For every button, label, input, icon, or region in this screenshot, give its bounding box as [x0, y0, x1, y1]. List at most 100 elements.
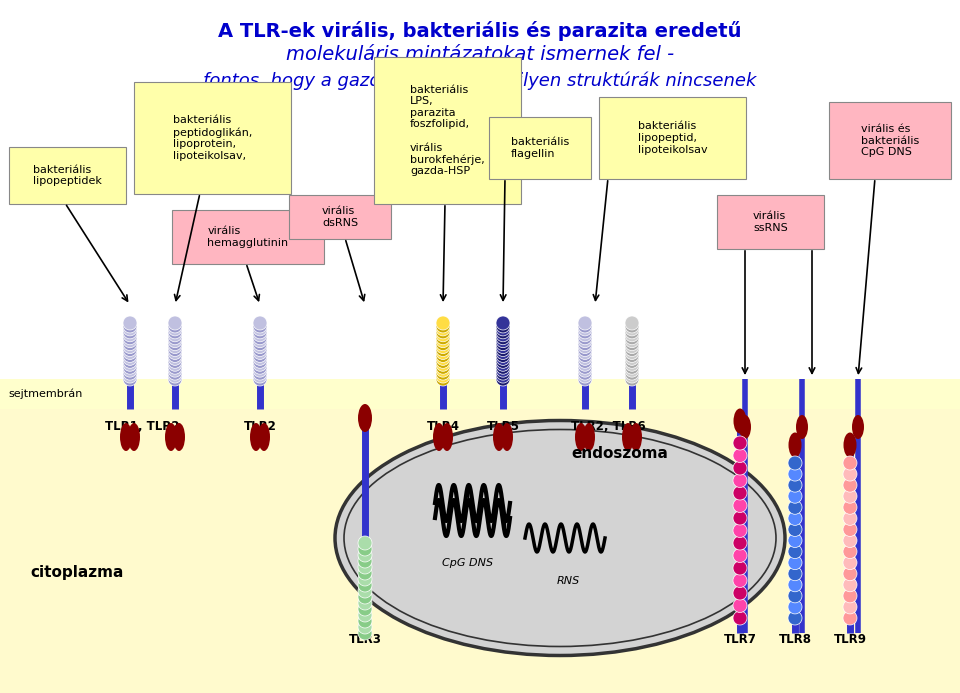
Circle shape — [788, 600, 802, 614]
Circle shape — [733, 586, 747, 600]
Circle shape — [168, 351, 182, 365]
Circle shape — [436, 360, 450, 374]
Circle shape — [733, 599, 747, 613]
Circle shape — [843, 478, 857, 492]
Circle shape — [733, 574, 747, 588]
Text: TLR5: TLR5 — [487, 420, 519, 433]
Circle shape — [496, 363, 510, 377]
FancyBboxPatch shape — [289, 195, 391, 239]
FancyBboxPatch shape — [9, 147, 126, 204]
Circle shape — [496, 349, 510, 362]
Circle shape — [496, 358, 510, 371]
Ellipse shape — [358, 404, 372, 432]
Circle shape — [733, 536, 747, 550]
Circle shape — [123, 334, 137, 348]
Circle shape — [253, 322, 267, 336]
Circle shape — [358, 590, 372, 604]
Circle shape — [788, 589, 802, 603]
FancyBboxPatch shape — [599, 97, 746, 179]
Circle shape — [253, 328, 267, 342]
Circle shape — [168, 366, 182, 380]
Circle shape — [168, 358, 182, 371]
Circle shape — [788, 489, 802, 503]
Circle shape — [843, 556, 857, 570]
Circle shape — [168, 331, 182, 344]
Circle shape — [788, 578, 802, 592]
Circle shape — [123, 342, 137, 356]
Circle shape — [496, 342, 510, 356]
Circle shape — [168, 322, 182, 336]
Circle shape — [625, 322, 639, 336]
Circle shape — [168, 354, 182, 368]
Circle shape — [436, 337, 450, 351]
Circle shape — [436, 340, 450, 353]
Circle shape — [578, 351, 592, 365]
Ellipse shape — [501, 423, 513, 451]
Circle shape — [123, 331, 137, 344]
Ellipse shape — [120, 423, 132, 451]
Text: bakteriális
peptidoglikán,
lipoprotein,
lipoteikolsav,: bakteriális peptidoglikán, lipoprotein, … — [173, 115, 252, 161]
Circle shape — [253, 316, 267, 330]
Circle shape — [253, 342, 267, 356]
Text: sejtmembrán: sejtmembrán — [8, 389, 83, 399]
Circle shape — [496, 331, 510, 344]
Ellipse shape — [622, 423, 634, 451]
Circle shape — [578, 349, 592, 362]
Circle shape — [625, 334, 639, 348]
Circle shape — [843, 489, 857, 503]
Circle shape — [253, 325, 267, 339]
Circle shape — [625, 319, 639, 333]
Circle shape — [436, 363, 450, 377]
Circle shape — [253, 351, 267, 365]
Text: virális
ssRNS: virális ssRNS — [754, 211, 788, 233]
Ellipse shape — [852, 415, 864, 439]
Circle shape — [168, 328, 182, 342]
Circle shape — [253, 331, 267, 344]
Ellipse shape — [583, 423, 595, 451]
Ellipse shape — [739, 415, 751, 439]
Circle shape — [253, 346, 267, 360]
Text: TLR9: TLR9 — [833, 633, 867, 646]
Circle shape — [496, 366, 510, 380]
Circle shape — [496, 340, 510, 353]
FancyBboxPatch shape — [134, 82, 291, 194]
Circle shape — [496, 316, 510, 330]
Circle shape — [168, 369, 182, 383]
Circle shape — [733, 486, 747, 500]
Circle shape — [358, 578, 372, 592]
Circle shape — [788, 545, 802, 559]
Circle shape — [625, 366, 639, 380]
Circle shape — [358, 548, 372, 562]
Circle shape — [733, 511, 747, 525]
Circle shape — [436, 366, 450, 380]
Circle shape — [358, 614, 372, 628]
Circle shape — [733, 436, 747, 450]
Circle shape — [843, 534, 857, 547]
Text: RNS: RNS — [557, 576, 580, 586]
Text: endoszoma: endoszoma — [571, 446, 668, 461]
Circle shape — [625, 325, 639, 339]
Circle shape — [436, 331, 450, 344]
Circle shape — [496, 369, 510, 383]
Circle shape — [578, 337, 592, 351]
Circle shape — [436, 351, 450, 365]
Circle shape — [123, 346, 137, 360]
Text: citoplazma: citoplazma — [30, 565, 124, 581]
Circle shape — [123, 337, 137, 351]
Circle shape — [168, 360, 182, 374]
Text: fontos, hogy a gazdaszervezetben ilyen struktúrák nincsenek: fontos, hogy a gazdaszervezetben ilyen s… — [204, 72, 756, 91]
Circle shape — [123, 316, 137, 330]
Circle shape — [788, 556, 802, 570]
Circle shape — [788, 511, 802, 525]
Ellipse shape — [258, 423, 270, 451]
FancyBboxPatch shape — [829, 102, 951, 179]
Circle shape — [436, 322, 450, 336]
Circle shape — [843, 523, 857, 536]
Circle shape — [168, 319, 182, 333]
Circle shape — [358, 572, 372, 586]
Circle shape — [168, 316, 182, 330]
Circle shape — [625, 372, 639, 386]
Circle shape — [733, 448, 747, 462]
Circle shape — [436, 358, 450, 371]
Circle shape — [123, 372, 137, 386]
